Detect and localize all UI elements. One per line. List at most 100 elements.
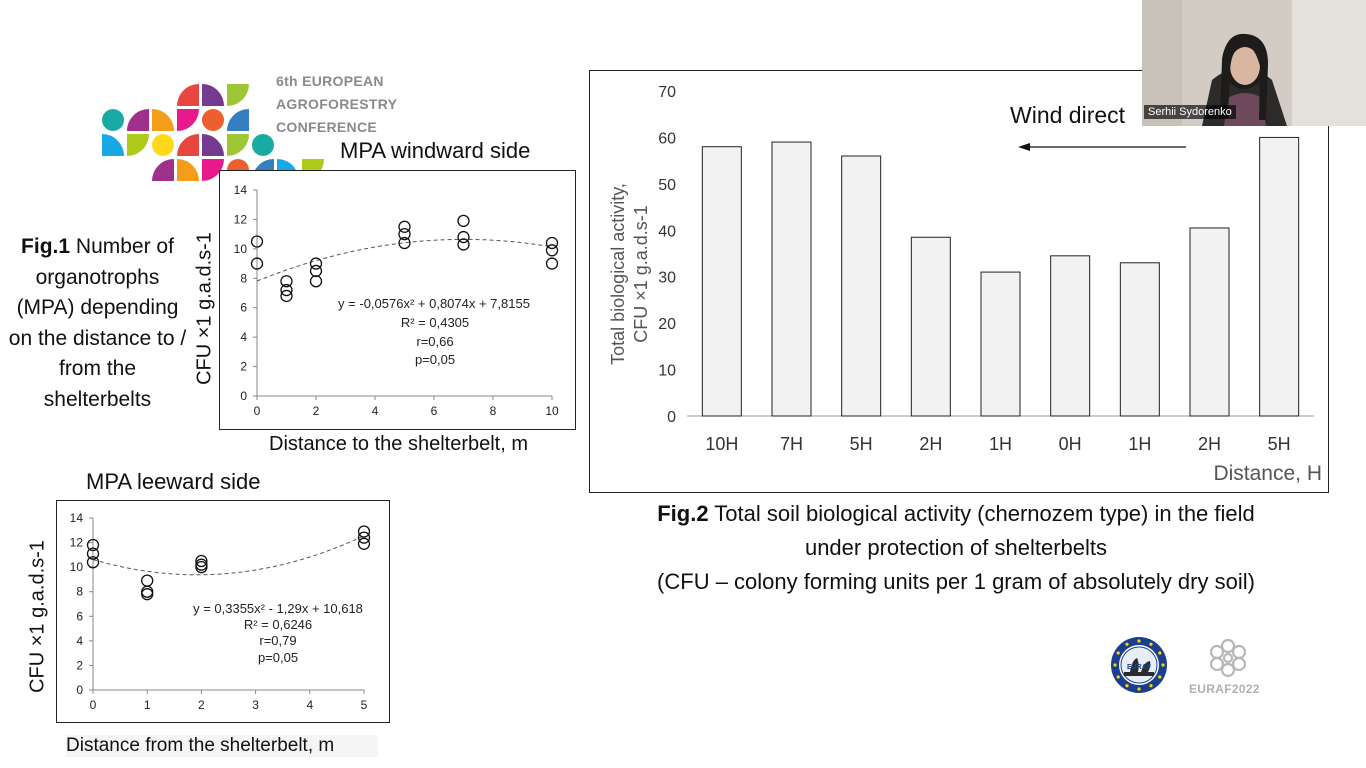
chart3-bar — [841, 155, 882, 417]
chart1-trend-line — [256, 238, 553, 282]
logo-tile — [202, 159, 224, 181]
logo-tile — [252, 134, 274, 156]
chart1-data-point — [309, 257, 323, 270]
chart2-y-tick-label: 0 — [76, 683, 83, 697]
chart2-trend-line — [92, 535, 365, 576]
chart3-y-label: Total biological activity, CFU ×1 g.a.d.… — [607, 154, 653, 394]
chart2-data-point — [86, 556, 100, 569]
chart1-data-point — [250, 257, 264, 270]
chart2-x-tick-label: 4 — [306, 698, 313, 712]
euraf-star — [1158, 675, 1162, 679]
logo-tile — [152, 159, 174, 181]
chart1-x-tick-label: 8 — [490, 404, 497, 418]
chart3-y-tick-label: 50 — [658, 177, 676, 194]
chart1-data-point — [545, 236, 559, 250]
chart1-x-label: Distance to the shelterbelt, m — [269, 433, 529, 455]
chart3-x-label: Distance, H — [1213, 462, 1322, 485]
euraf-star — [1161, 663, 1165, 667]
euraf-emblem: EURAF — [1111, 637, 1167, 693]
chart3-bar — [1259, 136, 1300, 417]
logo-tile — [202, 109, 224, 131]
euraf-star — [1149, 642, 1153, 646]
chart3-bar — [1050, 255, 1091, 417]
chart3-x-tick-label: 1H — [1128, 434, 1151, 454]
fig2-line-1-text: Total soil biological activity (chernoze… — [708, 501, 1255, 526]
chart3-x-tick-label: 10H — [705, 434, 738, 454]
chart2-frame — [56, 500, 390, 723]
chart1-y-tick-label: 8 — [240, 271, 247, 285]
participant-name: Serhii Sydorenko — [1144, 105, 1236, 119]
chart1-data-point — [457, 238, 470, 251]
chart2-data-point — [86, 538, 100, 552]
logo-tile — [227, 109, 249, 131]
chart2-data-point — [141, 585, 154, 598]
chart1-data-point — [250, 235, 264, 248]
euraf-star — [1116, 675, 1120, 679]
chart1-data-point — [280, 289, 293, 303]
chart1-y-tick-label: 14 — [234, 183, 248, 197]
chart1-y-tick-label: 6 — [240, 301, 247, 315]
chart1-data-point — [280, 283, 293, 297]
chart3-x-tick-label: 5H — [850, 434, 873, 454]
chart1-data-point — [280, 275, 293, 288]
logo-tile — [227, 134, 249, 156]
chart3-y-tick-label: 30 — [658, 270, 676, 287]
logo-tile — [127, 109, 149, 131]
chart3-bar — [701, 146, 742, 417]
chart2-y-tick-label: 12 — [70, 536, 84, 550]
chart3-plot: 0 10 20 30 40 50 60 70 10H 7H 5H 2H 1H 0H 1H 2H 5H Distan… — [658, 84, 1322, 485]
euraf-star — [1137, 639, 1141, 643]
chart1-plot: 0 2 4 6 8 10 12 14 0 2 4 6 8 10 y = -0,0576x² + 0,8074… — [234, 183, 559, 418]
fig2-bold-label: Fig.2 — [657, 501, 709, 526]
chart3-bar — [1189, 227, 1230, 417]
chart2-equation-line: y = 0,3355x² - 1,29x + 10,618 — [193, 601, 363, 616]
chart2-equation-line: R² = 0,6246 — [244, 617, 312, 632]
chart3-x-tick-label: 2H — [1198, 434, 1221, 454]
chart2-y-tick-label: 10 — [70, 560, 84, 574]
logo-tile — [202, 84, 224, 106]
logo-tile — [177, 134, 199, 156]
chart2-y-tick-label: 14 — [70, 511, 84, 525]
euraf-badge-text: EURAF — [1127, 664, 1152, 671]
chart3-x-tick-label: 5H — [1268, 434, 1291, 454]
chart1-equation-line: y = -0,0576x² + 0,8074x + 7,8155 — [338, 296, 530, 311]
conference-name: 6th EUROPEAN AGROFORESTRY CONFERENCE — [276, 70, 397, 139]
fig1-text: Number of organotrophs (MPA) depending o… — [8, 235, 187, 411]
participant-video-tile[interactable]: Serhii Sydorenko — [1142, 0, 1366, 126]
chart1-y-tick-label: 0 — [240, 389, 247, 403]
logo-tile — [152, 109, 174, 131]
fig2-line-2: under protection of shelterbelts — [804, 535, 1108, 560]
logo-tile — [227, 84, 249, 106]
chart1-data-point — [309, 275, 323, 288]
chart3-y-tick-label: 20 — [658, 316, 676, 333]
chart1-y-tick-label: 12 — [234, 212, 248, 226]
chart3-y-tick-label: 10 — [658, 363, 676, 380]
chart1-title: MPA windward side — [340, 138, 531, 163]
chart1-data-point — [545, 257, 559, 270]
chart2-x-tick-label: 5 — [361, 698, 368, 712]
euraf2022-label: EURAF2022 — [1189, 682, 1260, 696]
chart3-x-tick-label: 2H — [919, 434, 942, 454]
chart2-x-tick-label: 1 — [144, 698, 151, 712]
chart3-x-tick-label: 7H — [780, 434, 803, 454]
fig2-caption: Fig.2 Total soil biological activity (ch… — [600, 497, 1312, 599]
euraf2022-logo-icon — [1209, 638, 1247, 678]
chart1-x-tick-label: 6 — [431, 404, 438, 418]
euraf-star — [1149, 684, 1153, 688]
logo-tile — [127, 134, 149, 156]
chart2-title: MPA leeward side — [86, 469, 261, 494]
conference-logo — [102, 84, 324, 181]
chart2-x-label: Distance from the shelterbelt, m — [66, 735, 379, 757]
chart1-frame — [219, 170, 576, 430]
conference-line-2: AGROFORESTRY — [276, 96, 398, 112]
conference-line-3: CONFERENCE — [276, 119, 378, 135]
chart3-bar — [980, 271, 1021, 417]
chart2-x-tick-label: 3 — [252, 698, 259, 712]
chart1-data-point — [457, 230, 470, 244]
chart2-y-label: CFU ×1 g.a.d.s-1 — [26, 540, 49, 693]
chart1-equation-line: r=0,66 — [416, 334, 453, 349]
participant-video-image — [1142, 0, 1366, 126]
euraf-star — [1125, 684, 1129, 688]
chart1-x-tick-label: 4 — [372, 404, 379, 418]
chart1-y-tick-label: 4 — [240, 330, 247, 344]
